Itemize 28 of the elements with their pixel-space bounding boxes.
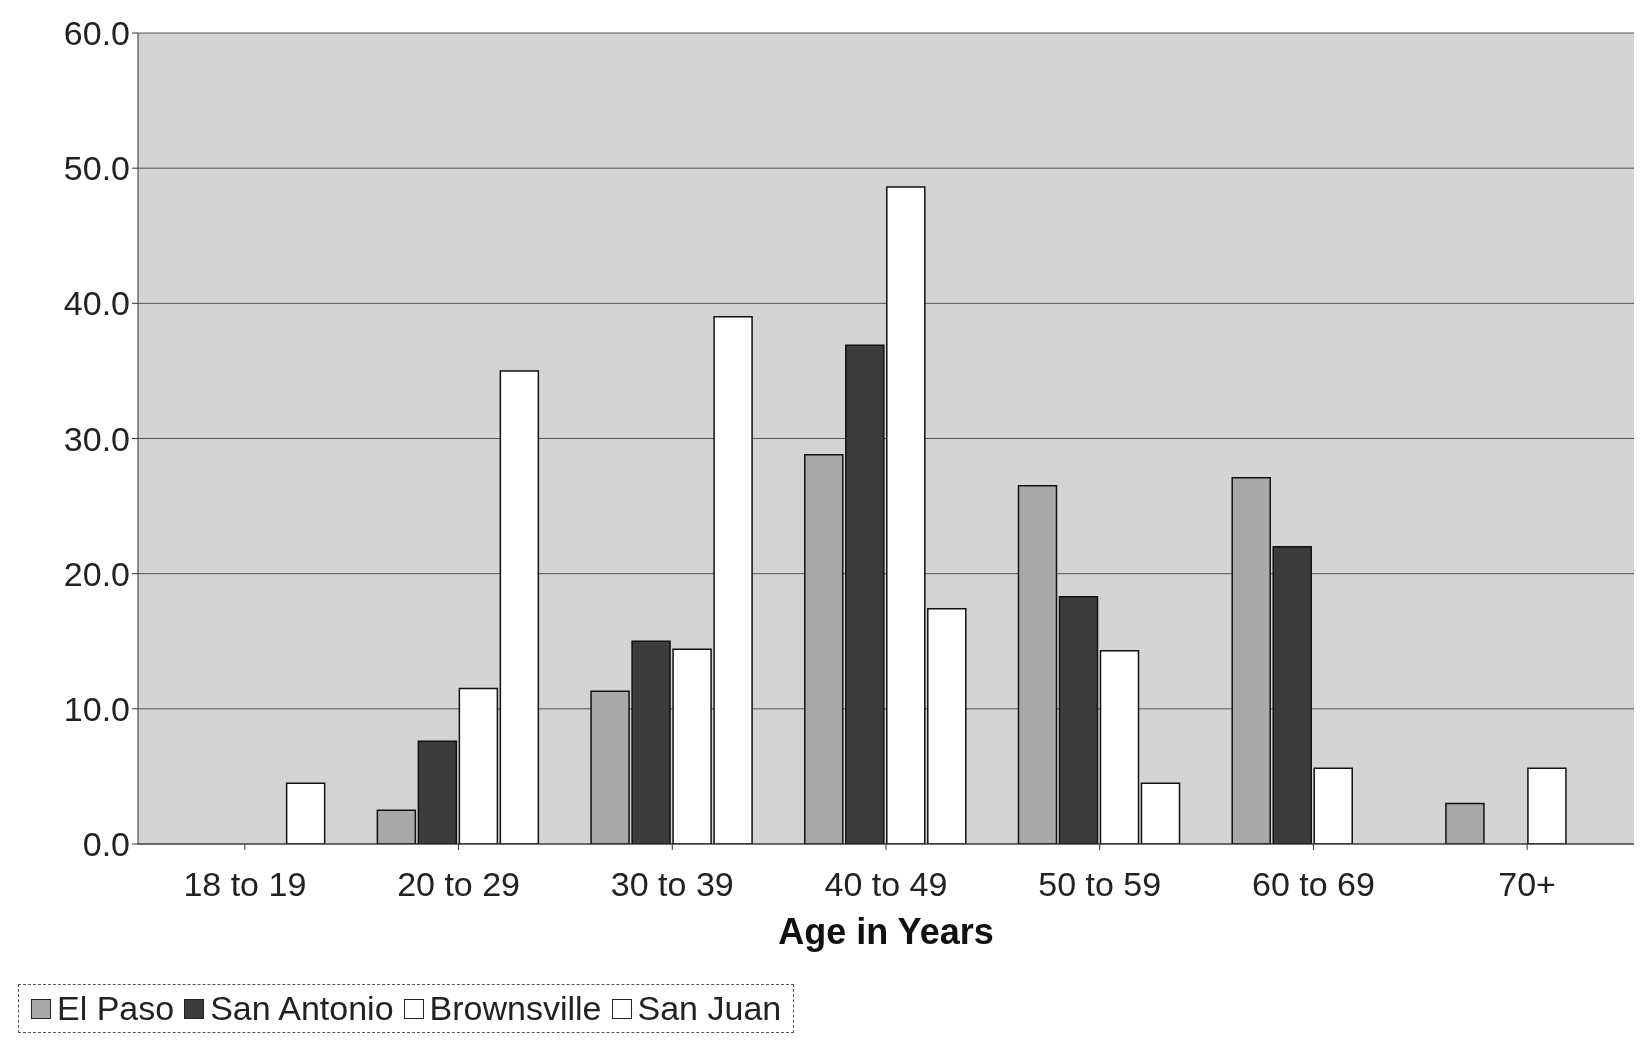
y-tick-label: 40.0 (63, 284, 130, 323)
bar (1099, 649, 1140, 844)
legend-label: Brownsville (428, 989, 602, 1028)
y-tick-label: 10.0 (63, 689, 130, 728)
x-tick-label: 50 to 59 (1038, 865, 1162, 904)
y-tick-label: 0.0 (82, 825, 130, 864)
legend-label: El Paso (56, 989, 175, 1028)
bar (376, 809, 417, 844)
bar (285, 782, 326, 844)
legend-label: San Antonio (209, 989, 394, 1028)
bar (499, 370, 540, 844)
bar (1445, 802, 1485, 844)
bar (1527, 767, 1567, 844)
x-tick-label: 18 to 19 (183, 865, 307, 904)
bar (1017, 485, 1058, 844)
x-tick-label: 70+ (1498, 865, 1556, 904)
legend-label: San Juan (636, 989, 782, 1028)
x-tick-label: 20 to 29 (397, 865, 521, 904)
y-tick-label: 30.0 (63, 419, 130, 458)
bar (1140, 782, 1181, 844)
x-tick-label: 60 to 69 (1251, 865, 1375, 904)
x-axis-title: Age in Years (778, 911, 994, 952)
x-tick-label: 40 to 49 (824, 865, 948, 904)
bar (458, 687, 499, 844)
y-tick-label: 60.0 (63, 14, 130, 53)
x-tick-label: 30 to 39 (610, 865, 734, 904)
y-tick-label: 50.0 (63, 149, 130, 188)
y-tick-label: 20.0 (63, 554, 130, 593)
